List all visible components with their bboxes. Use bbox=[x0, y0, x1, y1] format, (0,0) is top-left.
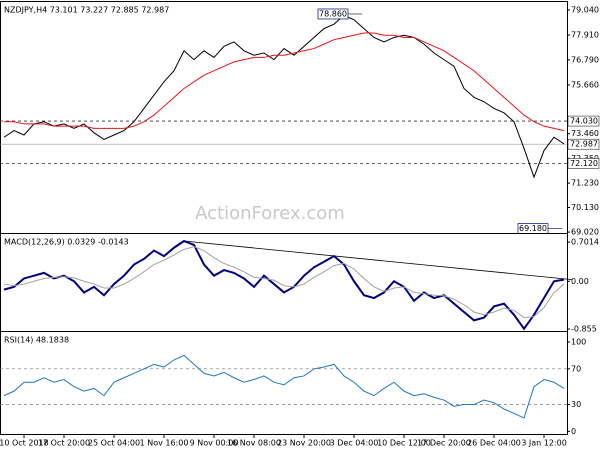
panel-title: MACD(12,26,9) 0.0329 -0.0143 bbox=[4, 238, 129, 247]
panel-frame bbox=[0, 1, 568, 234]
panel-title: NZDJPY,H4 73.101 73.227 72.885 72.987 bbox=[4, 6, 169, 15]
value-box bbox=[567, 115, 600, 127]
y-tick-label: 100 bbox=[571, 338, 586, 347]
x-tick-label: 25 Oct 04:00 bbox=[88, 439, 140, 448]
y-tick-label: 79.040 bbox=[571, 5, 599, 14]
x-tick-label: 10 Oct 2018 bbox=[0, 439, 49, 448]
y-tick-label: 0.7014 bbox=[571, 238, 599, 247]
y-tick-label: 0.00 bbox=[571, 277, 589, 286]
series-line bbox=[3, 354, 565, 419]
panel-frame bbox=[0, 331, 568, 435]
panel-frame bbox=[0, 233, 568, 332]
annotation-label: 78.860 bbox=[319, 9, 347, 18]
x-tick-label: 1 Nov 16:00 bbox=[140, 439, 189, 448]
series-line bbox=[4, 32, 565, 132]
x-tick-label: 3 Jan 12:00 bbox=[521, 439, 567, 448]
y-tick-label: 75.660 bbox=[571, 80, 599, 89]
panel-title: RSI(14) 48.1838 bbox=[4, 336, 69, 345]
series-line bbox=[3, 239, 565, 331]
y-tick-label: 71.230 bbox=[571, 179, 599, 188]
x-tick-label: 3 Dec 04:00 bbox=[330, 439, 379, 448]
x-tick-label: 10 Dec 12:00 bbox=[377, 439, 431, 448]
y-tick-label: 30 bbox=[571, 400, 581, 409]
x-tick-label: 23 Nov 20:00 bbox=[277, 439, 331, 448]
watermark: ActionForex.com bbox=[195, 203, 345, 224]
x-tick-label: 26 Dec 04:00 bbox=[467, 439, 521, 448]
value-box bbox=[567, 158, 600, 169]
value-box bbox=[567, 138, 600, 150]
x-tick-label: 9 Nov 00:00 bbox=[190, 439, 239, 448]
annotation-box bbox=[317, 8, 349, 20]
value-box-label: 74.030 bbox=[570, 117, 598, 126]
series-line bbox=[3, 246, 565, 319]
x-tick-label: 16 Nov 08:00 bbox=[227, 439, 281, 448]
value-box-label: 72.120 bbox=[570, 159, 598, 168]
series-line bbox=[3, 14, 565, 179]
value-box-label: 72.987 bbox=[570, 140, 598, 149]
y-tick-label: 0 bbox=[571, 427, 576, 436]
x-tick-label: 17 Dec 20:00 bbox=[417, 439, 471, 448]
y-tick-label: 77.910 bbox=[571, 31, 599, 40]
trendline bbox=[183, 240, 573, 280]
annotation-label: 69.180 bbox=[519, 224, 547, 233]
y-tick-label: 73.460 bbox=[571, 129, 599, 138]
y-tick-label: 69.020 bbox=[571, 228, 599, 237]
x-tick-label: 17 Oct 20:00 bbox=[38, 439, 90, 448]
y-tick-label: -0.855 bbox=[571, 325, 597, 334]
y-tick-label: 70 bbox=[571, 364, 581, 373]
y-tick-label: 76.790 bbox=[571, 55, 599, 64]
y-tick-label: 70.130 bbox=[571, 203, 599, 212]
